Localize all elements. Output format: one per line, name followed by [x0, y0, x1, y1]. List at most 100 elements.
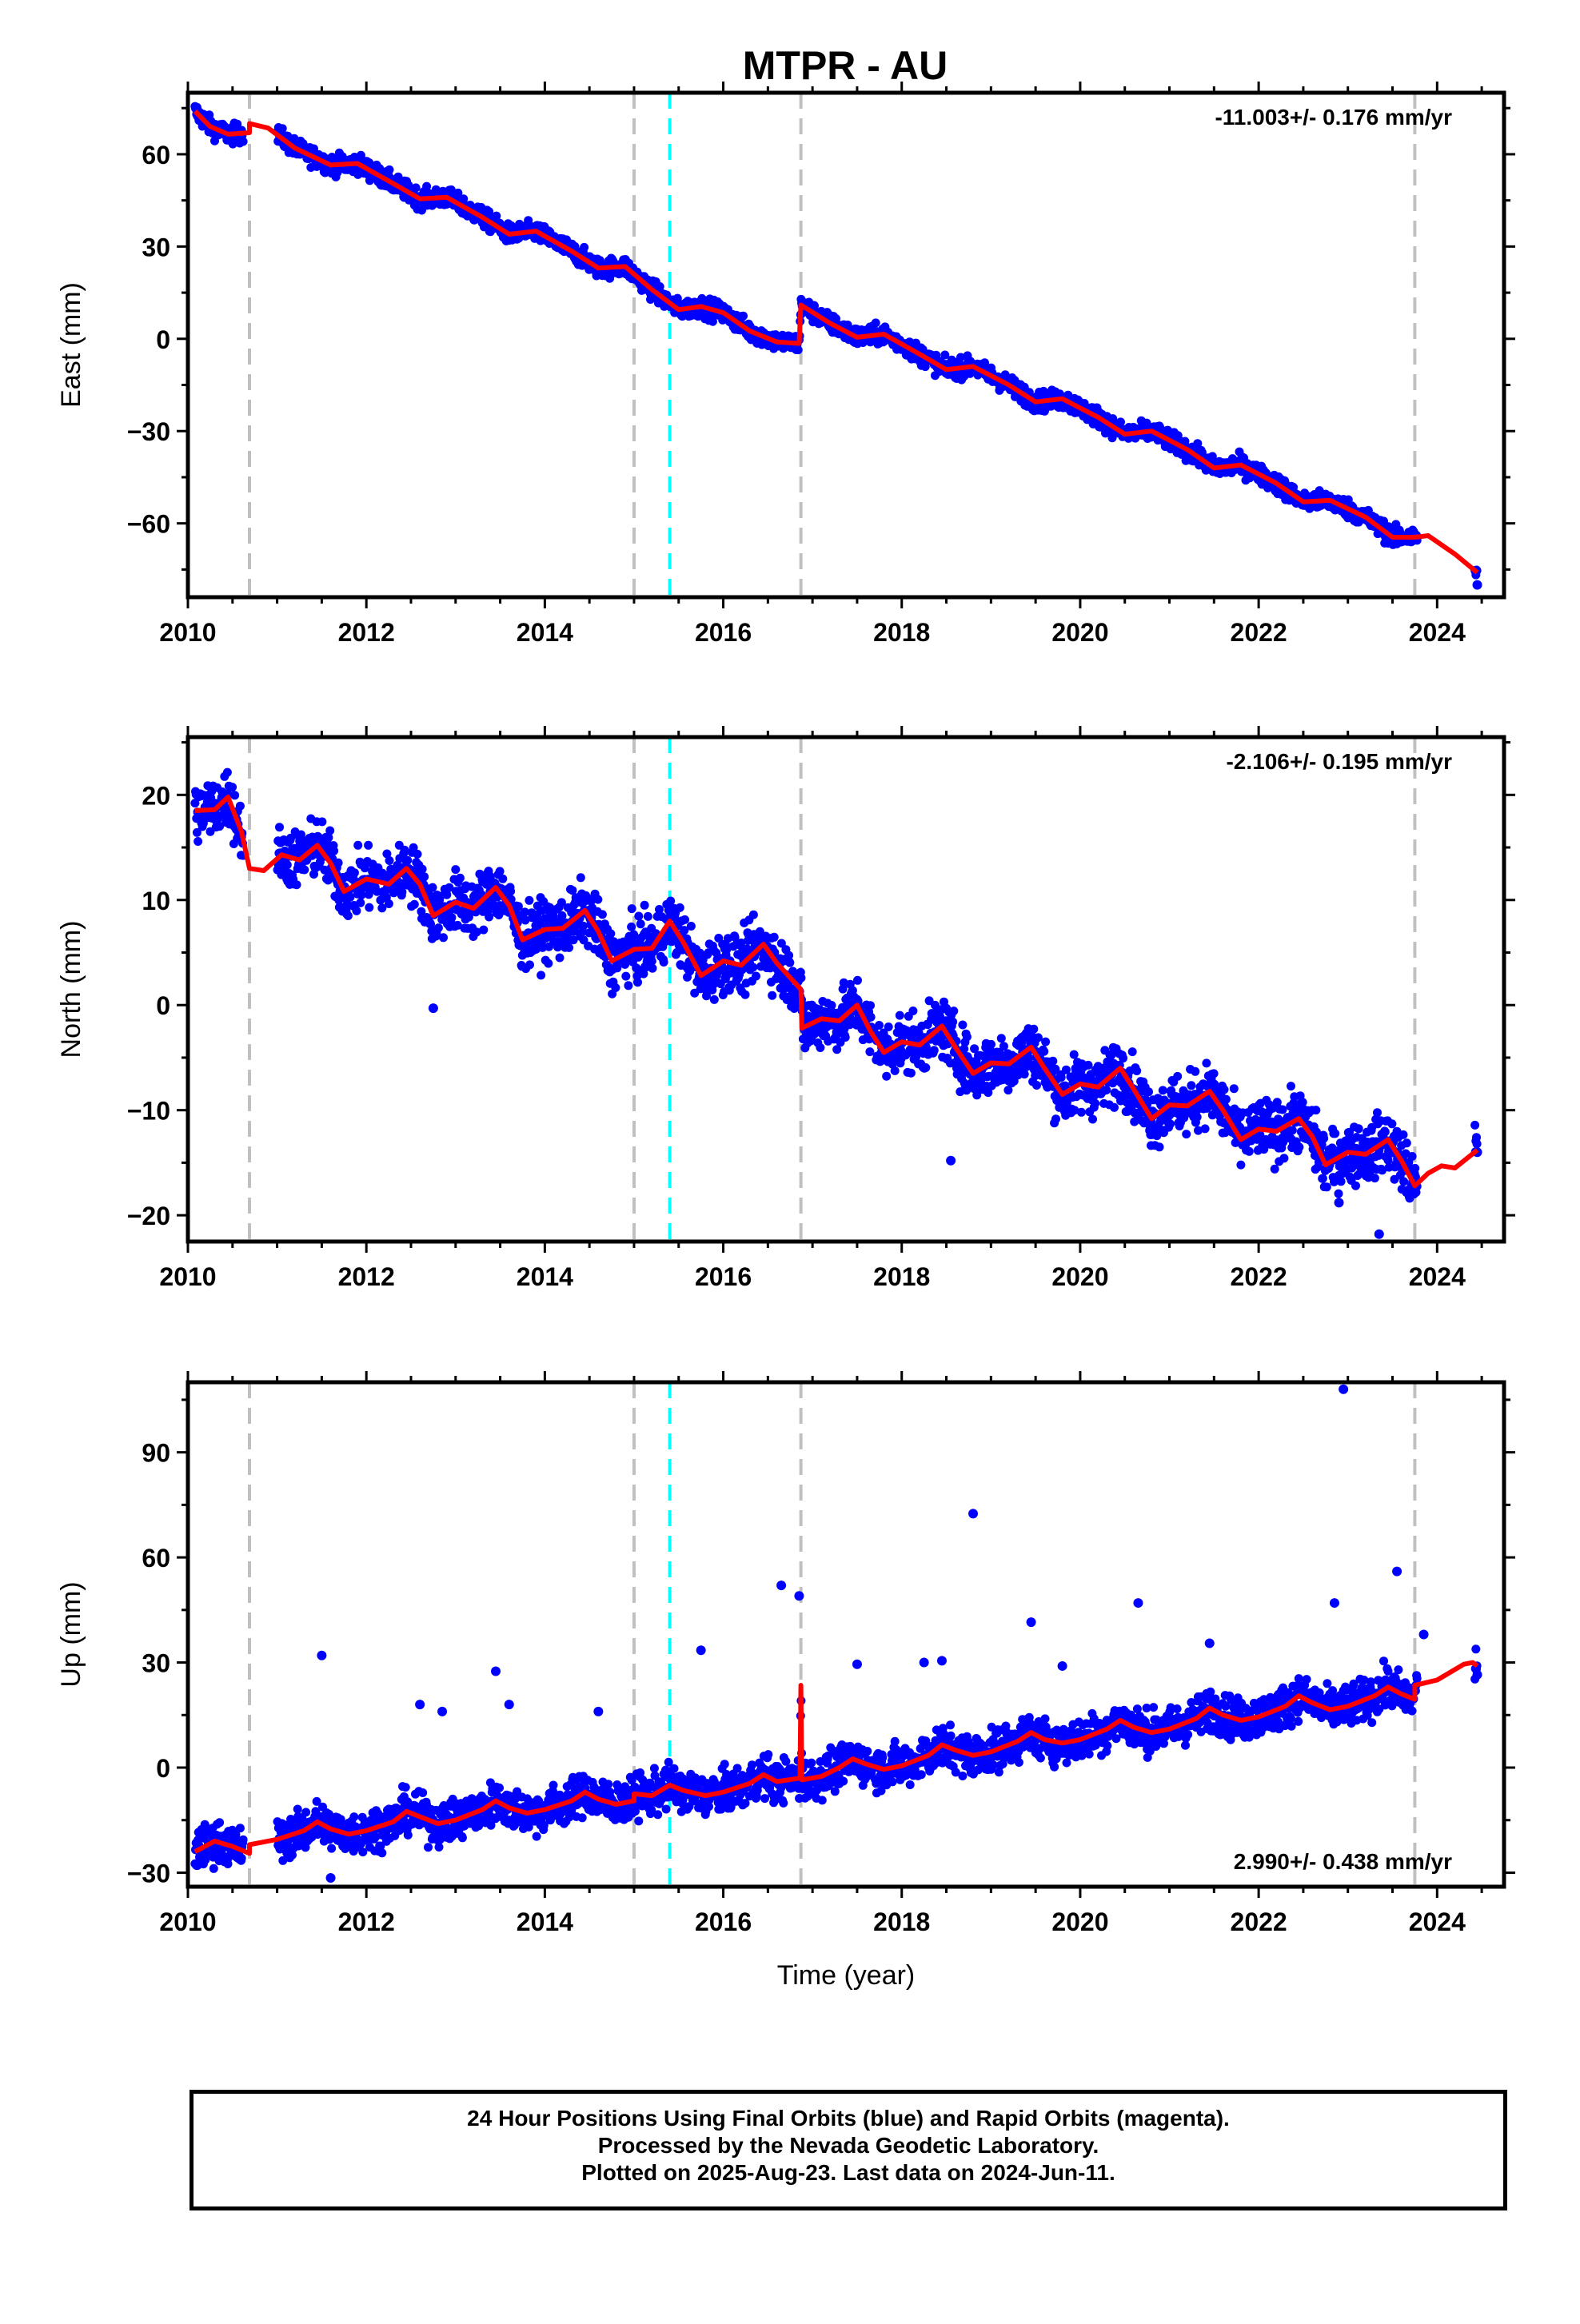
data-point: [420, 872, 429, 881]
data-point: [352, 907, 361, 915]
data-point: [1323, 1182, 1331, 1191]
data-point: [930, 1046, 939, 1054]
data-point: [794, 345, 803, 354]
data-point: [739, 312, 748, 321]
x-tick-label: 2022: [1231, 618, 1287, 647]
data-point: [785, 959, 794, 967]
data-point: [648, 964, 657, 973]
data-point: [1288, 1126, 1297, 1134]
data-point: [1119, 1054, 1127, 1062]
data-point: [418, 865, 427, 874]
chart-title: MTPR - AU: [743, 43, 948, 88]
data-point: [334, 859, 343, 867]
data-point: [1048, 1057, 1057, 1066]
data-point: [1311, 1106, 1320, 1114]
data-point: [1236, 1161, 1245, 1170]
data-point: [628, 904, 636, 913]
data-point: [606, 929, 615, 938]
y-tick-label: −30: [127, 417, 170, 446]
data-point: [1337, 1177, 1346, 1186]
data-point: [1355, 1124, 1363, 1133]
x-tick-label: 2010: [159, 618, 216, 647]
data-point: [1222, 1095, 1231, 1104]
data-point: [1041, 1038, 1050, 1046]
x-tick-label: 2018: [873, 618, 930, 647]
data-point: [963, 1033, 972, 1042]
data-point: [1173, 1072, 1182, 1081]
data-point: [496, 867, 505, 875]
y-axis-label: East (mm): [56, 282, 86, 408]
data-point: [506, 887, 515, 895]
data-point: [1210, 1069, 1219, 1078]
data-point: [317, 817, 326, 826]
data-point: [1279, 1154, 1288, 1162]
data-point: [413, 850, 422, 859]
data-point: [1132, 1066, 1141, 1075]
data-point: [325, 827, 334, 835]
data-point: [1128, 1047, 1137, 1056]
data-point: [882, 1072, 891, 1081]
data-point: [676, 903, 684, 912]
data-point: [1039, 1047, 1048, 1056]
data-point: [624, 981, 632, 990]
data-point: [636, 919, 645, 928]
data-point: [1032, 1081, 1041, 1090]
x-tick-label: 2012: [338, 618, 395, 647]
data-point: [1029, 1025, 1038, 1034]
data-point: [1070, 1050, 1079, 1059]
data-point: [1331, 1129, 1339, 1138]
data-point: [1088, 1115, 1097, 1124]
data-point: [385, 856, 394, 865]
data-point: [350, 868, 359, 877]
data-point: [891, 1066, 900, 1075]
data-point: [1201, 1124, 1210, 1133]
data-point: [908, 1007, 917, 1015]
data-point: [485, 913, 493, 922]
data-point: [447, 913, 456, 922]
data-point: [875, 1021, 884, 1030]
data-point: [230, 791, 239, 799]
data-point: [239, 138, 248, 146]
data-point: [1034, 1033, 1043, 1042]
data-point: [611, 983, 620, 992]
data-point: [634, 912, 643, 921]
data-point: [1287, 1082, 1295, 1090]
data-point: [365, 903, 373, 912]
data-point: [1387, 1119, 1396, 1128]
data-point: [621, 972, 630, 981]
data-point: [1402, 1138, 1411, 1147]
data-point: [451, 865, 460, 874]
data-point: [577, 873, 585, 882]
data-point: [385, 165, 394, 174]
data-point: [1182, 1130, 1191, 1138]
data-point: [770, 933, 779, 942]
data-point: [344, 911, 353, 920]
data-point: [1166, 1119, 1175, 1128]
data-point: [1373, 1108, 1382, 1117]
data-point: [1220, 1085, 1229, 1094]
data-point: [1187, 1081, 1195, 1090]
data-point: [329, 847, 338, 855]
data-point: [412, 183, 421, 192]
y-tick-label: 0: [156, 325, 170, 354]
data-point: [293, 880, 301, 889]
data-point: [1191, 1067, 1199, 1076]
data-point: [356, 899, 365, 907]
data-point: [1335, 1198, 1344, 1207]
data-point: [752, 972, 760, 981]
data-point: [498, 875, 507, 883]
data-point: [796, 974, 805, 983]
data-point: [1399, 1130, 1408, 1139]
x-tick-label: 2014: [517, 618, 573, 647]
data-point: [1381, 1127, 1390, 1136]
data-point: [1371, 1174, 1379, 1182]
data-point: [660, 958, 668, 967]
data-point: [828, 1001, 836, 1010]
data-point: [946, 1156, 956, 1166]
data-point: [1193, 1113, 1202, 1122]
data-point: [687, 922, 696, 931]
y-tick-label: −60: [127, 510, 170, 539]
